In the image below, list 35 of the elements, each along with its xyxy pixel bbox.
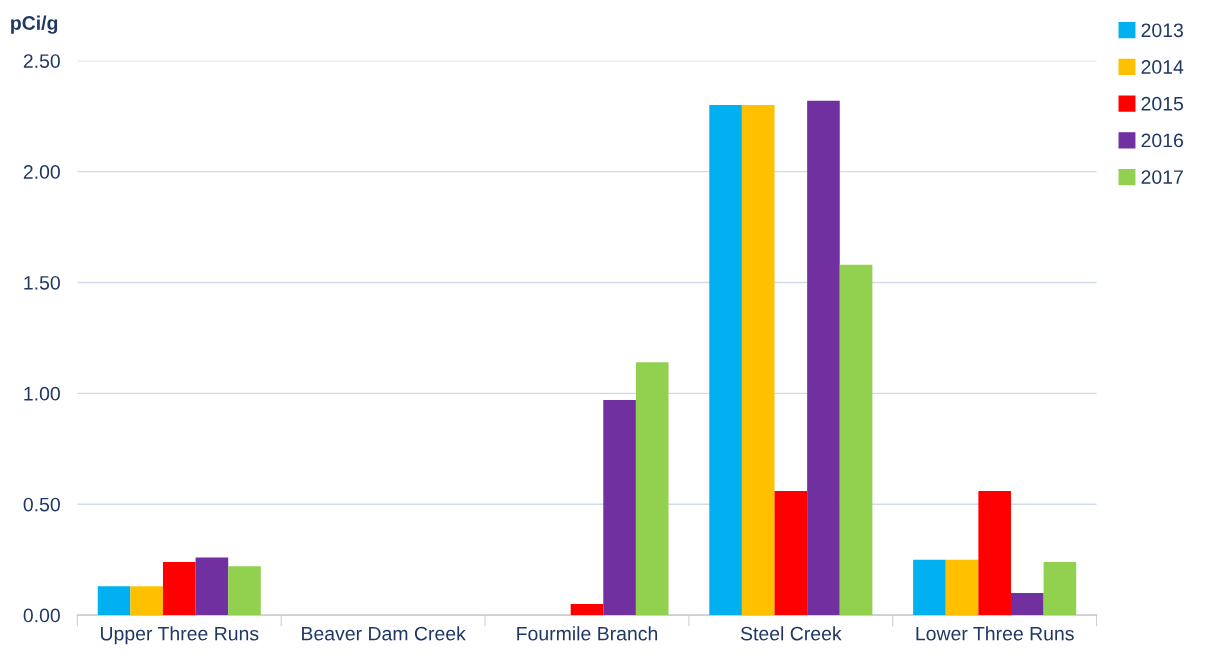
x-tick-label: Upper Three Runs (100, 626, 259, 645)
y-tick-label: 1.50 (24, 275, 60, 290)
y-tick-label: 0.50 (23, 497, 60, 512)
bar (978, 490, 1011, 616)
bar (603, 400, 636, 616)
y-tick-label: 1.00 (24, 386, 60, 401)
bar (807, 100, 840, 616)
x-tick-label: Fourmile Branch (517, 626, 658, 641)
y-tick-label: 0.00 (23, 608, 60, 623)
bar (945, 559, 979, 616)
bar (635, 362, 669, 616)
bar (709, 105, 742, 616)
x-tick-label: Lower Three Runs (916, 626, 1074, 641)
bar (570, 604, 604, 616)
bar (774, 490, 808, 616)
bar (741, 105, 775, 616)
y-tick-label: 2.50 (23, 54, 60, 68)
legend-label: 2016 (1141, 133, 1183, 148)
x-tick-label: Steel Creek (740, 626, 842, 641)
bar (839, 264, 873, 616)
bar (1043, 561, 1077, 616)
bar (1010, 592, 1044, 616)
bar (228, 566, 261, 616)
bar (195, 557, 229, 616)
bar (97, 586, 131, 616)
bar (162, 561, 196, 616)
y-tick-label: 2.00 (23, 165, 60, 179)
bar (130, 586, 163, 616)
legend-label: 2013 (1141, 23, 1183, 38)
y-axis-title: pCi/g (11, 15, 58, 34)
legend-label: 2014 (1141, 60, 1184, 74)
legend-label: 2017 (1141, 170, 1183, 184)
legend-label: 2015 (1141, 96, 1184, 111)
bar (913, 559, 946, 616)
x-tick-label: Beaver Dam Creek (302, 626, 466, 641)
